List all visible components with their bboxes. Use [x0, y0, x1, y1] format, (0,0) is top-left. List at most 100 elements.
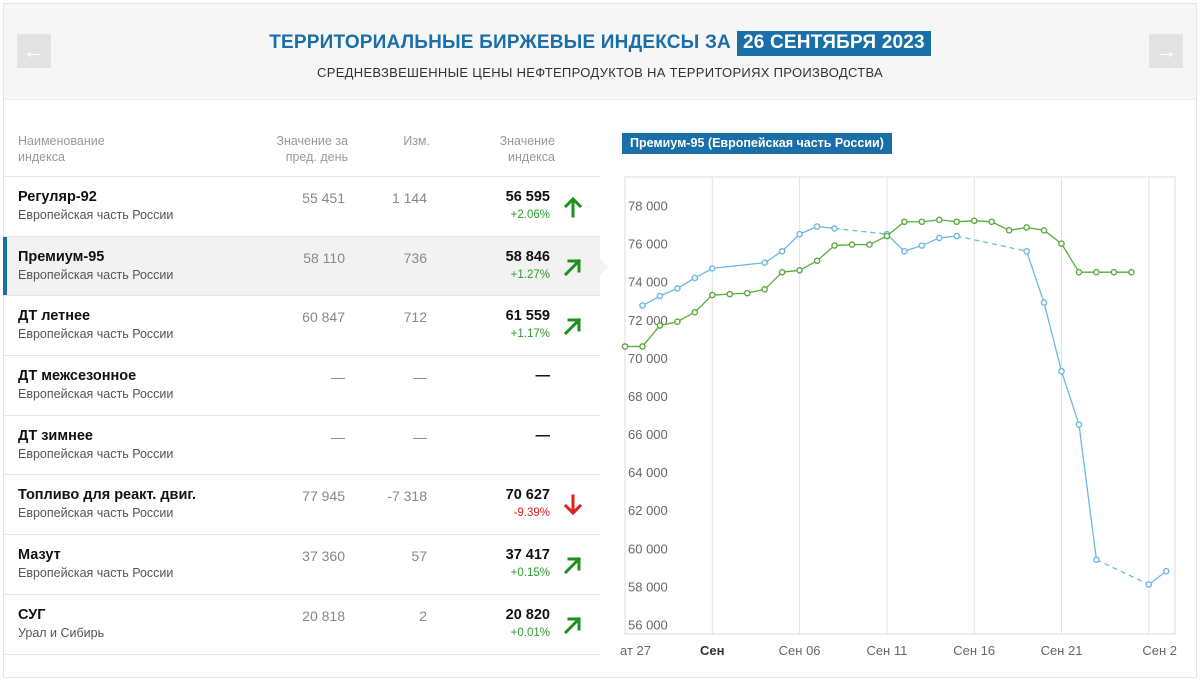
series-blue-segment: [956, 235, 1027, 252]
series-blue-point: [953, 232, 961, 240]
y-tick-label: 78 000: [628, 199, 668, 214]
change-percent: +1.27%: [510, 268, 550, 281]
change-percent: +0.15%: [510, 567, 550, 580]
col-value-header: Значение индекса: [499, 134, 555, 164]
series-blue-point: [796, 230, 803, 238]
table-row[interactable]: ДТ межсезонное Европейская часть России — —…: [3, 356, 600, 416]
series-green-point: [709, 291, 716, 299]
prev-date-button[interactable]: ←: [17, 34, 51, 68]
index-value: —: [535, 368, 551, 385]
series-blue-point: [813, 223, 821, 230]
change-percent: +1.17%: [510, 328, 550, 341]
series-blue-segment: [642, 295, 661, 307]
series-green-point: [778, 268, 786, 276]
y-tick-label: 66 000: [628, 427, 668, 442]
x-tick-label: Сен 21: [1041, 643, 1083, 658]
index-region: Европейская часть России: [18, 208, 174, 222]
series-green-point: [953, 218, 961, 226]
table-row[interactable]: Регуляр-92 Европейская часть России 55 451…: [3, 177, 600, 237]
index-value: 61 559: [505, 308, 550, 325]
page-subtitle: СРЕДНЕВЗВЕШЕННЫЕ ЦЕНЫ НЕФТЕПРОДУКТОВ НА …: [317, 65, 883, 80]
arrow-up-right-icon: [561, 314, 585, 338]
series-blue-segment: [1148, 570, 1167, 586]
chart-title: Премиум-95 (Европейская часть России): [622, 133, 892, 154]
index-region: Европейская часть России: [18, 387, 174, 402]
title-text: ТЕРРИТОРИАЛЬНЫЕ БИРЖЕВЫЕ ИНДЕКСЫ ЗА: [269, 32, 731, 53]
index-name: ДТ летнее: [18, 308, 91, 325]
series-blue-segment: [764, 250, 783, 264]
table-row[interactable]: ДТ зимнее Европейская часть России — — —: [3, 416, 600, 476]
series-green-point: [866, 241, 873, 248]
change-percent: -9.39%: [513, 507, 550, 520]
series-blue-point: [935, 234, 943, 242]
change-value: 1 144: [391, 190, 427, 206]
series-green-point: [1040, 227, 1048, 234]
col-prev-header: Значение за пред. день: [276, 134, 348, 164]
series-green-point: [1093, 268, 1100, 276]
series-green-point: [674, 318, 681, 326]
y-tick-label: 64 000: [628, 465, 668, 480]
series-green-segment: [1060, 243, 1080, 273]
index-region: Европейская часть России: [18, 446, 174, 461]
series-green-point: [1023, 224, 1030, 231]
next-date-button[interactable]: →: [1149, 34, 1183, 68]
series-green-segment: [677, 311, 696, 323]
series-blue-segment: [1096, 559, 1150, 586]
table-row[interactable]: Топливо для реакт. двиг. Европейская част…: [3, 475, 600, 536]
index-region: Урал и Сибирь: [18, 625, 105, 640]
index-name: СУГ: [18, 606, 46, 623]
series-blue-point: [691, 274, 699, 282]
prev-value: —: [331, 428, 345, 445]
index-region: Европейская часть России: [18, 506, 174, 521]
series-green-segment: [694, 294, 713, 313]
index-value: 20 820: [505, 606, 550, 623]
prev-value: 77 945: [302, 488, 345, 505]
series-green-point: [761, 286, 768, 293]
prev-value: 55 451: [302, 190, 345, 206]
prev-value: 37 360: [302, 548, 345, 565]
index-region: Европейская часть России: [18, 327, 174, 342]
col-change-header: Изм.: [403, 134, 430, 148]
series-green-point: [1005, 227, 1013, 234]
series-green-point: [691, 308, 699, 316]
change-value: 2: [419, 607, 427, 624]
prev-value: —: [331, 369, 345, 386]
table-body: Регуляр-92 Европейская часть России 55 451…: [3, 177, 608, 655]
index-value: 56 595: [505, 189, 550, 205]
arrow-left-icon: ←: [23, 38, 45, 63]
series-green-point: [813, 257, 821, 265]
y-tick-label: 68 000: [628, 389, 668, 404]
table-row[interactable]: СУГ Урал и Сибирь 20 818 2 20 820 +0.01%: [3, 595, 600, 655]
change-value: 736: [403, 249, 427, 266]
series-blue-point: [918, 242, 926, 249]
series-green-point: [935, 216, 943, 224]
series-blue-segment: [1043, 302, 1063, 372]
change-value: —: [413, 369, 427, 386]
table-row[interactable]: Премиум-95 Европейская часть России 58 110…: [3, 236, 608, 297]
plot-frame: [624, 176, 1176, 635]
series-blue-point: [656, 292, 664, 300]
series-green-point: [848, 241, 856, 248]
series-blue-point: [1093, 556, 1100, 564]
y-tick-label: 56 000: [628, 617, 668, 632]
arrow-up-right-icon: [561, 613, 585, 637]
index-name: Мазут: [18, 547, 61, 564]
series-blue-segment: [834, 227, 887, 235]
series-blue-point: [639, 302, 646, 309]
date-badge[interactable]: 26 СЕНТЯБРЯ 2023: [736, 31, 931, 56]
index-value: 37 417: [505, 547, 550, 564]
change-value: 712: [403, 309, 427, 326]
series-green-point: [656, 322, 664, 329]
series-green-point: [918, 218, 926, 226]
y-tick-label: 60 000: [628, 541, 668, 556]
table-row[interactable]: ДТ летнее Европейская часть России 60 847 7…: [3, 296, 600, 357]
arrow-down-icon: [561, 493, 585, 517]
prev-value: 20 818: [302, 607, 345, 624]
table-row[interactable]: Мазут Европейская часть России 37 360 57 37 …: [3, 535, 600, 595]
series-blue-point: [1162, 567, 1170, 575]
series-green-point: [621, 343, 629, 350]
series-blue-segment: [1060, 371, 1080, 425]
series-blue-point: [1145, 581, 1153, 588]
series-green-point: [970, 217, 978, 225]
series-blue-point: [1075, 421, 1083, 428]
